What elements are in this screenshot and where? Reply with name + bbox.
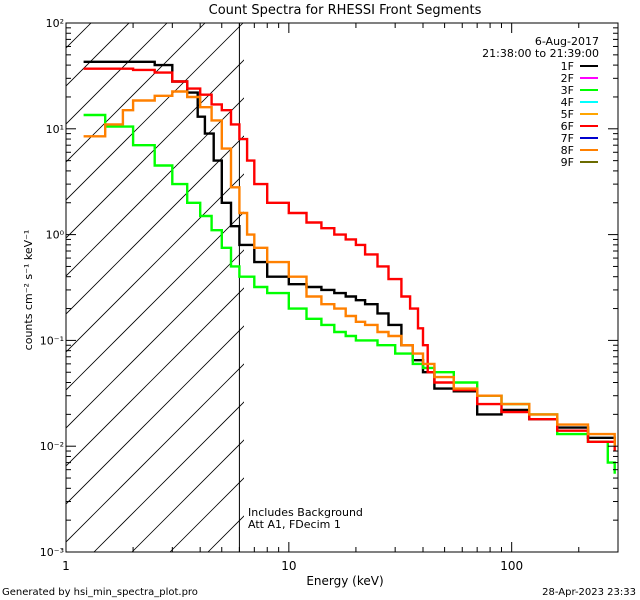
x-tick-label: 10 (281, 559, 296, 573)
y-tick-label: 10⁻² (40, 440, 64, 453)
footer-timestamp: 28-Apr-2023 23:33 (542, 587, 636, 598)
y-tick-label: 10⁰ (46, 229, 65, 242)
hatch-line (66, 59, 244, 239)
legend-label: 8F (561, 144, 574, 157)
x-tick-label: 100 (500, 559, 523, 573)
hatch-line (66, 363, 244, 543)
series-line-6f (83, 67, 616, 451)
annotation-background: Includes Background (248, 506, 363, 519)
y-tick-label: 10¹ (46, 123, 64, 136)
legend-label: 2F (561, 72, 574, 85)
y-tick-label: 10⁻¹ (40, 334, 64, 347)
legend-label: 4F (561, 96, 574, 109)
hatch-line (66, 211, 244, 391)
axis-ticks (65, 22, 619, 553)
legend-label: 7F (561, 132, 574, 145)
x-tick-label: 1 (62, 559, 70, 573)
hatch-line (66, 23, 206, 163)
legend-label: 6F (561, 120, 574, 133)
hatch-line (131, 439, 244, 552)
hatch-line (0, 0, 76, 600)
y-tick-label: 10² (46, 17, 64, 30)
series-group (83, 60, 616, 474)
hatch-line (66, 249, 244, 429)
legend-label: 3F (561, 84, 574, 97)
footer-generated-by: Generated by hsi_min_spectra_plot.pro (2, 587, 198, 598)
x-axis-label: Energy (keV) (306, 574, 383, 588)
hatch-line (93, 401, 244, 552)
hatch-line (66, 325, 244, 505)
hatch-line (66, 23, 168, 125)
hatch-line (66, 287, 244, 467)
hatch-line (66, 97, 244, 277)
legend-label: 1F (561, 60, 574, 73)
hatch-line (169, 477, 244, 552)
hatch-line (66, 23, 92, 49)
hatch-line (66, 135, 244, 315)
chart-title: Count Spectra for RHESSI Front Segments (209, 3, 482, 18)
legend-label: 9F (561, 156, 574, 169)
plot-frame (65, 22, 619, 553)
series-line-1f (83, 60, 616, 447)
y-axis-label: counts cm⁻² s⁻¹ keV⁻¹ (22, 230, 35, 351)
legend-label: 5F (561, 108, 574, 121)
y-tick-label: 10⁻³ (40, 546, 64, 559)
hatch-line (66, 173, 244, 353)
series-line-8f (83, 90, 616, 447)
date-label: 6-Aug-2017 (535, 35, 599, 48)
hatch-line (66, 23, 244, 201)
time-range-label: 21:38:00 to 21:39:00 (482, 47, 599, 60)
annotation-attenuator: Att A1, FDecim 1 (248, 518, 341, 531)
